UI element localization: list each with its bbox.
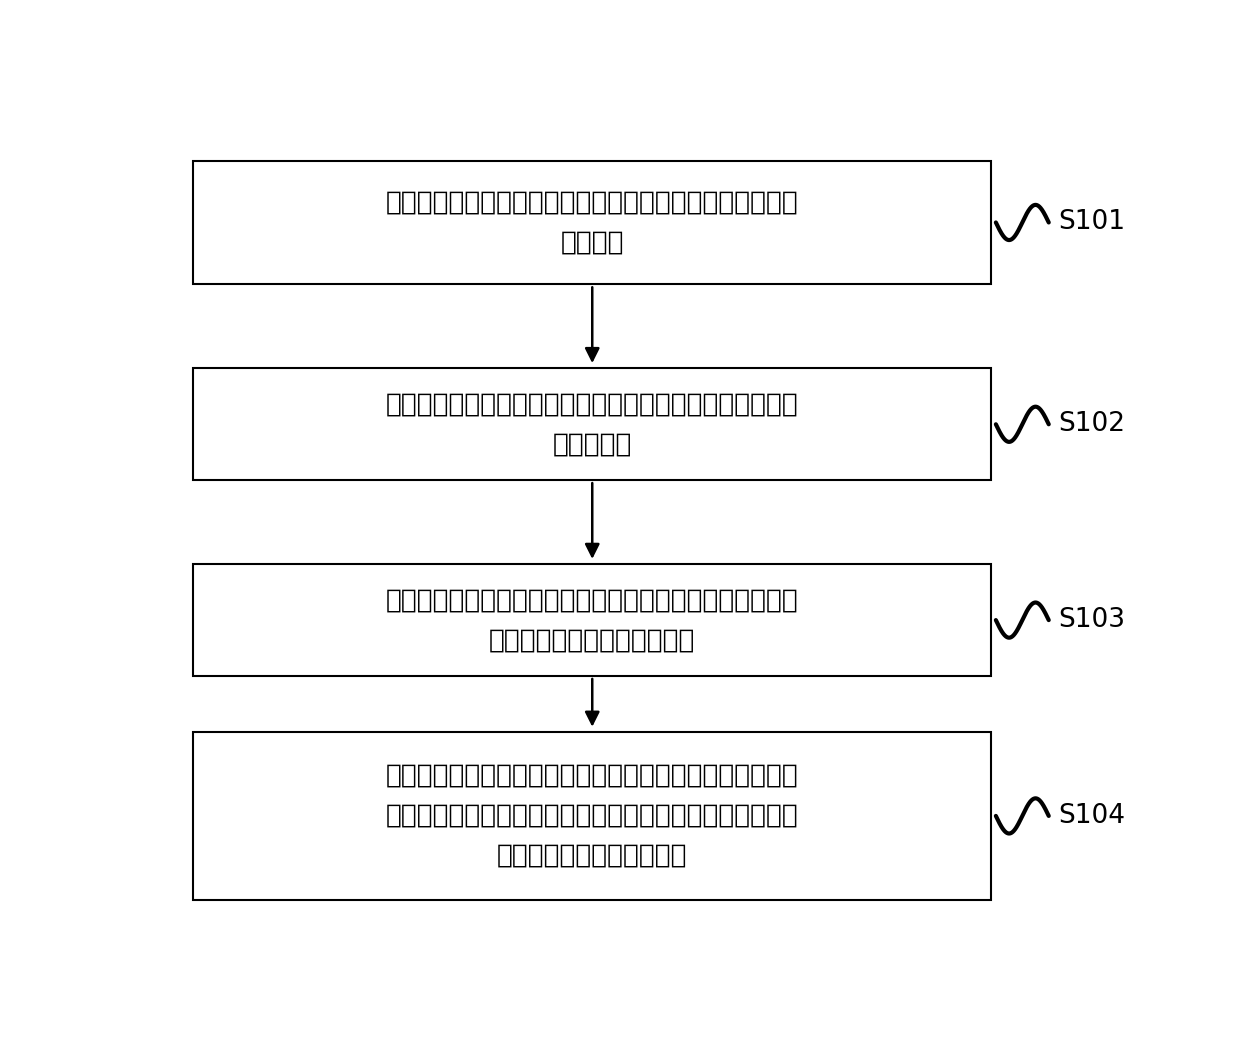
Text: 对预存储的数据集中的人群图像进行人头标注处理，得到人
群密度图: 对预存储的数据集中的人群图像进行人头标注处理，得到人 群密度图	[386, 190, 799, 255]
Text: 对目标数据集中按照第一预设比例划分得到的训练集进行数
据扩增处理，得到目标训练集: 对目标数据集中按照第一预设比例划分得到的训练集进行数 据扩增处理，得到目标训练集	[386, 588, 799, 653]
FancyBboxPatch shape	[193, 368, 991, 481]
Text: S103: S103	[1059, 607, 1126, 633]
Text: 利用目标训练集中的训练人群图像和训练人群密度图，对经
参数初始化处理后的多尺度特征聚合卷积神经网络模型进行
训练，得到人群的计数模型: 利用目标训练集中的训练人群图像和训练人群密度图，对经 参数初始化处理后的多尺度特…	[386, 763, 799, 869]
Text: S104: S104	[1059, 803, 1126, 829]
Text: S102: S102	[1059, 411, 1126, 437]
FancyBboxPatch shape	[193, 161, 991, 284]
Text: S101: S101	[1059, 210, 1126, 236]
FancyBboxPatch shape	[193, 565, 991, 676]
FancyBboxPatch shape	[193, 732, 991, 900]
Text: 将人群图像和与人群图像对应的人群密度图进行组合，得到
目标数据集: 将人群图像和与人群图像对应的人群密度图进行组合，得到 目标数据集	[386, 391, 799, 458]
